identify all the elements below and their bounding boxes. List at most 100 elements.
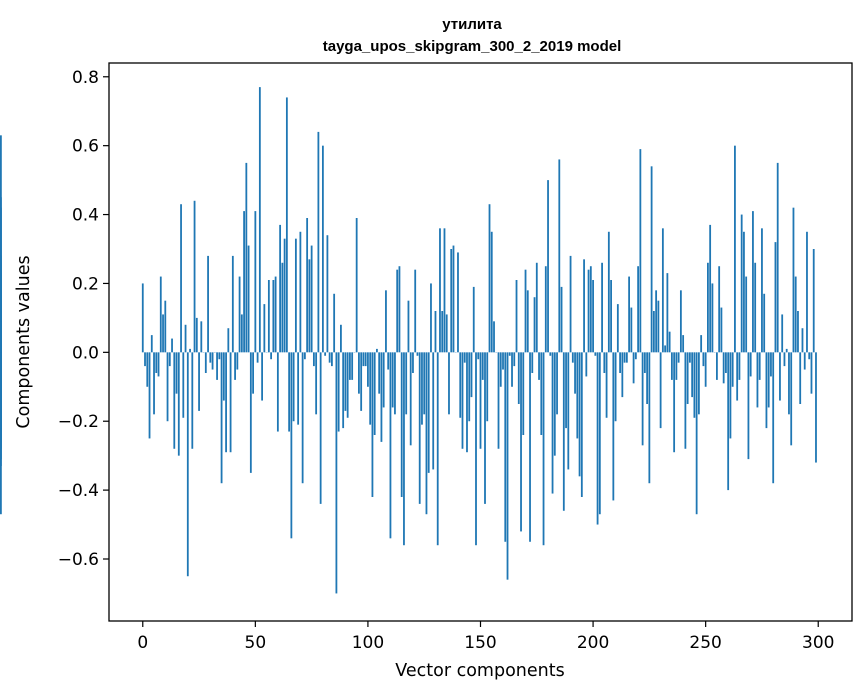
bar xyxy=(144,352,146,366)
bar xyxy=(448,352,450,414)
bar xyxy=(383,352,385,407)
bar xyxy=(182,352,184,417)
bar xyxy=(392,352,394,407)
bar xyxy=(615,352,617,421)
bar xyxy=(329,352,331,362)
bar xyxy=(527,290,529,352)
bar xyxy=(493,321,495,352)
bar xyxy=(732,352,734,386)
y-axis-label: Components values xyxy=(14,255,34,428)
bar xyxy=(689,352,691,362)
bar xyxy=(730,352,732,438)
bar xyxy=(471,352,473,397)
x-tick-label: 100 xyxy=(352,633,384,653)
bar xyxy=(299,232,301,353)
bar xyxy=(712,283,714,352)
bar xyxy=(302,352,304,483)
bar xyxy=(642,352,644,445)
bar xyxy=(750,352,752,376)
bar xyxy=(149,352,151,438)
bar xyxy=(617,304,619,352)
bar xyxy=(741,215,743,353)
bar xyxy=(243,211,245,352)
bar xyxy=(180,204,182,352)
bar xyxy=(345,352,347,411)
bar xyxy=(317,132,319,352)
bar xyxy=(775,242,777,352)
bar xyxy=(727,352,729,490)
bar xyxy=(209,352,211,362)
chart-title-line-1: утилита xyxy=(442,16,502,33)
bar xyxy=(322,146,324,353)
bar xyxy=(752,211,754,352)
bar xyxy=(225,352,227,452)
bar xyxy=(538,352,540,380)
bar xyxy=(579,352,581,476)
bar xyxy=(660,352,662,428)
x-tick-label: 0 xyxy=(137,633,148,653)
bar xyxy=(491,232,493,353)
bar xyxy=(684,352,686,448)
bar xyxy=(338,352,340,431)
y-tick-label: 0.4 xyxy=(72,206,99,226)
bar xyxy=(601,263,603,353)
bar xyxy=(178,352,180,455)
bar xyxy=(619,352,621,373)
bar xyxy=(277,352,279,431)
bar xyxy=(585,352,587,376)
bar xyxy=(333,294,335,353)
bar xyxy=(725,352,727,373)
bar xyxy=(331,352,333,366)
x-axis-label: Vector components xyxy=(395,661,564,681)
bar xyxy=(0,352,2,428)
bar xyxy=(784,352,786,366)
bar xyxy=(185,325,187,353)
bar xyxy=(347,352,349,417)
bar xyxy=(705,352,707,386)
bar xyxy=(462,352,464,448)
bar xyxy=(536,263,538,353)
bar xyxy=(662,228,664,352)
bar xyxy=(802,328,804,352)
bar xyxy=(745,277,747,353)
bar xyxy=(430,283,432,352)
bar xyxy=(167,352,169,421)
bar xyxy=(671,352,673,380)
bar xyxy=(408,301,410,353)
bar xyxy=(146,352,148,386)
bar xyxy=(486,352,488,421)
bar xyxy=(718,266,720,352)
bar xyxy=(315,352,317,414)
bar xyxy=(151,335,153,352)
bar xyxy=(268,280,270,352)
bar xyxy=(721,308,723,353)
bar xyxy=(351,352,353,380)
bar xyxy=(657,301,659,353)
bar xyxy=(171,339,173,353)
plot-frame xyxy=(109,63,852,621)
y-tick-label: 0.6 xyxy=(72,137,99,157)
bar xyxy=(390,352,392,538)
bar xyxy=(504,352,506,541)
bar xyxy=(414,270,416,353)
bar xyxy=(245,163,247,352)
bar xyxy=(153,352,155,414)
bar xyxy=(520,352,522,531)
bar xyxy=(205,352,207,373)
bar xyxy=(450,249,452,352)
bar xyxy=(426,352,428,514)
bar xyxy=(158,352,160,376)
bar xyxy=(272,280,274,352)
bar xyxy=(565,352,567,428)
bar xyxy=(570,256,572,352)
bar xyxy=(286,97,288,352)
bar xyxy=(342,352,344,428)
bar xyxy=(241,314,243,352)
bar xyxy=(703,352,705,366)
bar xyxy=(554,352,556,455)
bar xyxy=(540,352,542,435)
bar xyxy=(484,352,486,504)
bar xyxy=(518,352,520,404)
bar xyxy=(372,352,374,497)
